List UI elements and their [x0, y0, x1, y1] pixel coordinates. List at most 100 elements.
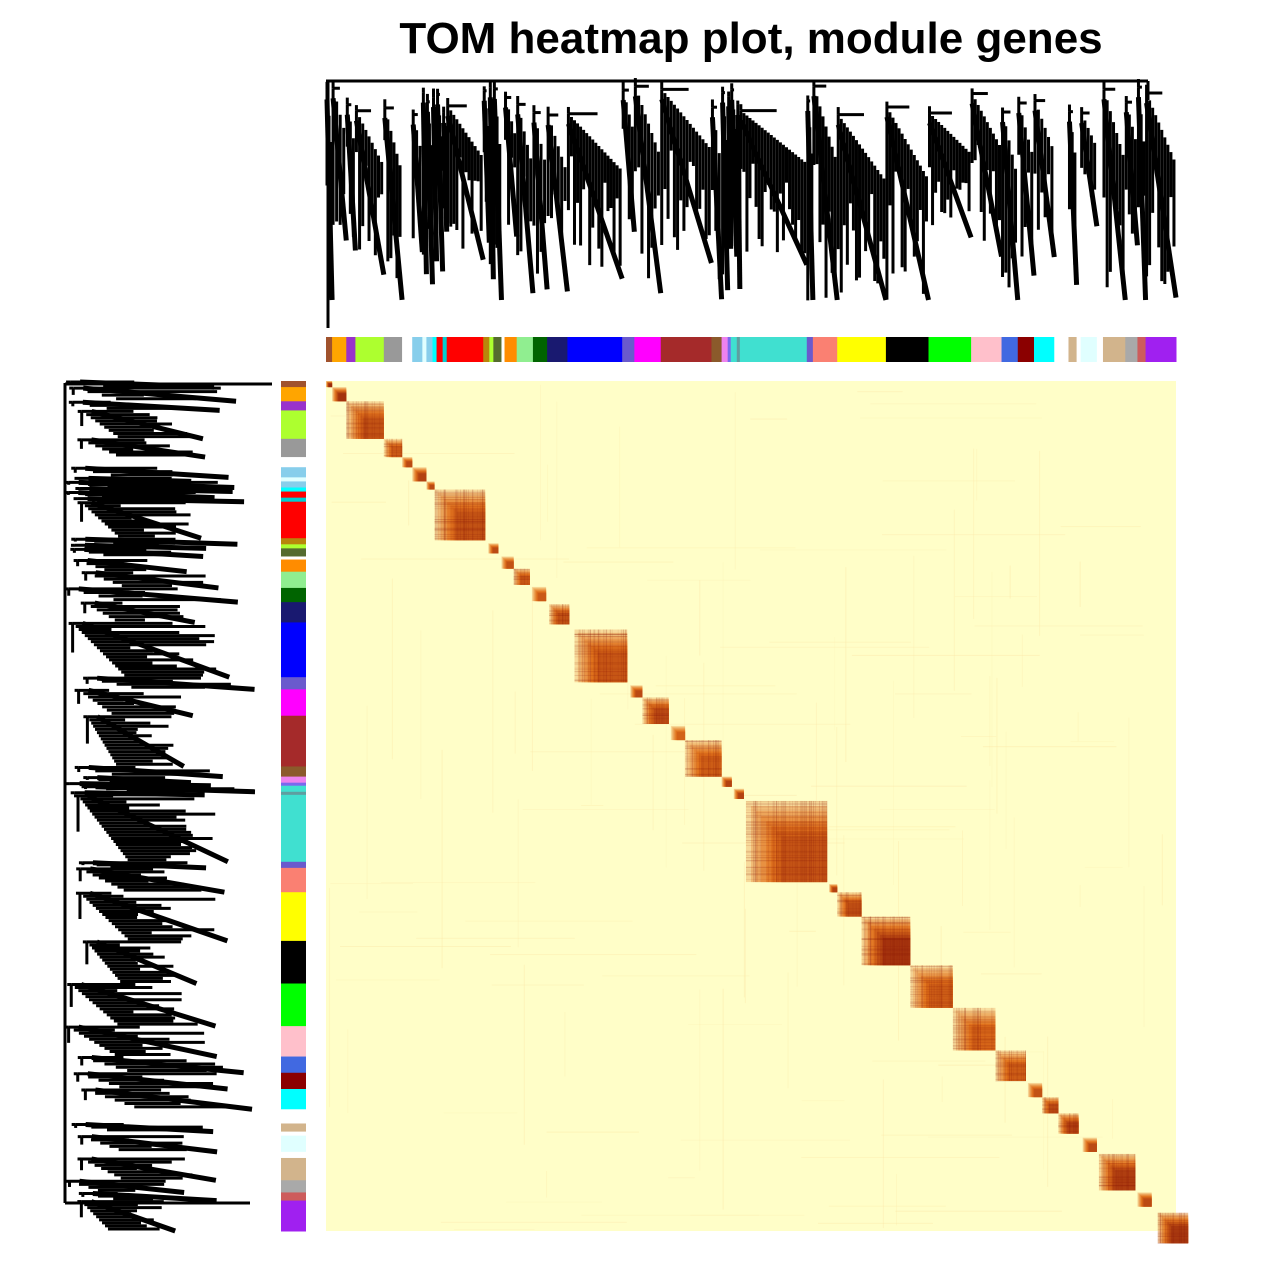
- heatmap-block-31: [1098, 1153, 1136, 1191]
- heatmap-block-layer: [677, 732, 686, 741]
- heatmap-block-texture: [527, 568, 528, 585]
- heatmap-block-texture: [753, 800, 755, 883]
- top-module-swatch-23: [634, 337, 662, 362]
- heatmap-block-texture: [1159, 1212, 1161, 1244]
- heatmap-block-texture: [347, 401, 349, 439]
- heatmap-matrix: [326, 381, 1189, 1244]
- top-module-swatch-31: [806, 337, 814, 362]
- heatmap-block-texture: [1157, 1220, 1189, 1221]
- heatmap-block-texture: [1011, 1050, 1012, 1081]
- left-module-swatch-28: [281, 785, 306, 793]
- heatmap-block-texture: [1169, 1212, 1171, 1244]
- heatmap-block-texture: [745, 828, 828, 830]
- top-module-swatch-45: [1102, 337, 1126, 362]
- heatmap-block-texture: [514, 568, 516, 585]
- heatmap-block-texture: [386, 438, 388, 458]
- heatmap-block-texture: [837, 912, 862, 914]
- heatmap-block-texture: [952, 1021, 996, 1023]
- heatmap-block-texture: [589, 629, 591, 683]
- heatmap-block-texture: [910, 986, 953, 988]
- heatmap-block-texture: [952, 1038, 996, 1040]
- heatmap-block-texture: [434, 491, 486, 493]
- heatmap-block-texture: [745, 809, 828, 811]
- left-module-swatch-32: [281, 867, 306, 893]
- heatmap-block-texture: [965, 1007, 966, 1051]
- heatmap-block-texture: [745, 850, 828, 852]
- heatmap-block-texture: [809, 800, 811, 883]
- heatmap-block-texture: [792, 800, 793, 883]
- left-dendrogram-fan: [90, 500, 202, 541]
- heatmap-block-texture: [910, 981, 953, 983]
- top-dendrogram-fan: [382, 117, 405, 301]
- heatmap-block-texture: [745, 824, 828, 826]
- heatmap-block-texture: [603, 629, 605, 683]
- heatmap-streak: [941, 1076, 943, 1102]
- heatmap-block-layer: [654, 709, 669, 724]
- top-dendrogram-fan: [632, 95, 664, 294]
- heatmap-block-texture: [549, 619, 570, 621]
- heatmap-block-texture: [995, 1058, 1026, 1060]
- heatmap-block-texture: [995, 1061, 1026, 1063]
- heatmap-block-texture: [995, 1057, 1026, 1059]
- heatmap-block-texture: [606, 629, 608, 683]
- left-module-swatch-24: [281, 715, 306, 767]
- left-module-swatch-34: [281, 940, 306, 985]
- heatmap-streak: [1079, 561, 1081, 607]
- heatmap-block-texture: [554, 604, 556, 625]
- heatmap-block-texture: [1098, 1170, 1136, 1172]
- heatmap-block-texture: [1167, 1212, 1169, 1244]
- heatmap-block-texture: [352, 401, 354, 439]
- heatmap-block-texture: [366, 401, 368, 439]
- heatmap-block-texture: [1098, 1184, 1136, 1186]
- heatmap-block-texture: [1042, 1098, 1059, 1100]
- heatmap-block-texture: [1058, 1125, 1079, 1127]
- heatmap-block-texture: [819, 800, 820, 883]
- heatmap-block-texture: [1058, 1097, 1059, 1114]
- heatmap-block-texture: [863, 916, 865, 966]
- heatmap-block-texture: [1183, 1212, 1185, 1244]
- heatmap-block-texture: [346, 401, 348, 439]
- heatmap-block-texture: [574, 651, 628, 653]
- heatmap-streak: [870, 403, 1037, 405]
- heatmap-block-texture: [346, 407, 384, 409]
- heatmap-block-texture: [434, 503, 486, 505]
- heatmap-block-texture: [656, 697, 658, 724]
- heatmap-block-texture: [1056, 1097, 1058, 1114]
- heatmap-block-layer: [538, 593, 547, 602]
- left-dendrogram-fan: [78, 1024, 218, 1059]
- top-module-swatch-39: [1033, 337, 1055, 362]
- heatmap-streak: [420, 630, 422, 800]
- heatmap-block-texture: [609, 629, 611, 683]
- heatmap-block-texture: [597, 629, 599, 683]
- heatmap-block-texture: [642, 714, 669, 716]
- heatmap-block-texture: [1113, 1153, 1115, 1191]
- heatmap-block-texture: [910, 977, 953, 979]
- heatmap-streak: [881, 1134, 1013, 1136]
- heatmap-block-texture: [709, 740, 711, 777]
- heatmap-block-texture: [995, 1069, 1026, 1071]
- heatmap-block-texture: [1109, 1153, 1110, 1191]
- heatmap-block-texture: [642, 705, 669, 707]
- heatmap-block-texture: [642, 715, 669, 716]
- heatmap-block-texture: [964, 1007, 966, 1051]
- heatmap-streak: [896, 1173, 898, 1226]
- heatmap-streak: [1060, 526, 1141, 528]
- heatmap-block-texture: [837, 911, 862, 913]
- heatmap-streak: [699, 580, 701, 656]
- heatmap-block-texture: [597, 629, 599, 683]
- heatmap-block-texture: [574, 649, 628, 650]
- top-module-swatch-40: [1054, 337, 1069, 362]
- heatmap-streak: [523, 964, 525, 1145]
- heatmap-block-texture: [383, 443, 403, 445]
- heatmap-block-texture: [702, 740, 704, 777]
- heatmap-streak: [408, 480, 410, 526]
- top-module-swatch-47: [1137, 337, 1147, 362]
- top-dendrogram-fan: [738, 119, 810, 266]
- heatmap-block-texture: [910, 965, 953, 967]
- heatmap-streak: [665, 655, 667, 868]
- left-module-swatch-39: [281, 1088, 306, 1110]
- top-module-swatch-35: [928, 337, 972, 362]
- heatmap-block-12: [549, 604, 570, 625]
- top-module-swatch-29: [736, 337, 741, 362]
